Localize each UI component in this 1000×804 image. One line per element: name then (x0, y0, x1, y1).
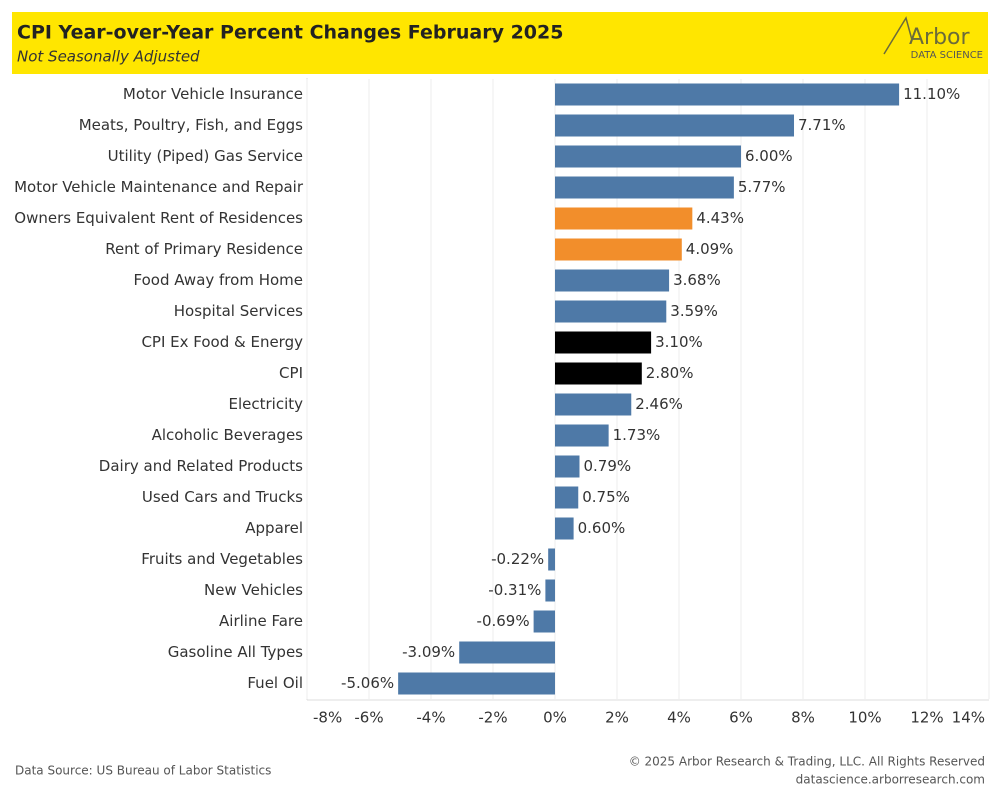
y-tick-label: Used Cars and Trucks (142, 488, 303, 506)
value-label: 6.00% (745, 147, 793, 165)
y-tick-label: Alcoholic Beverages (152, 426, 304, 444)
header-band (12, 12, 988, 74)
bar (459, 641, 555, 664)
bar (555, 424, 609, 447)
value-label: 0.60% (578, 519, 626, 537)
y-tick-label: Apparel (245, 519, 303, 537)
y-tick-label: Motor Vehicle Insurance (123, 85, 303, 103)
y-tick-label: New Vehicles (204, 581, 303, 599)
y-tick-label: Meats, Poultry, Fish, and Eggs (79, 116, 303, 134)
value-label: -0.31% (488, 581, 541, 599)
bar (555, 486, 579, 509)
y-tick-label: Hospital Services (174, 302, 303, 320)
x-tick-label: 4% (667, 709, 691, 727)
bar (555, 207, 693, 230)
value-label: 0.79% (583, 457, 631, 475)
value-label: -3.09% (402, 643, 455, 661)
value-label: -0.22% (491, 550, 544, 568)
value-label: -0.69% (477, 612, 530, 630)
bar (555, 393, 632, 416)
bar (548, 548, 555, 571)
y-tick-label: Motor Vehicle Maintenance and Repair (14, 178, 304, 196)
bar (555, 269, 670, 292)
value-label: 2.80% (646, 364, 694, 382)
value-label: 3.68% (673, 271, 721, 289)
y-tick-label: Utility (Piped) Gas Service (108, 147, 303, 165)
x-tick-label: -2% (478, 709, 507, 727)
y-tick-label: Rent of Primary Residence (105, 240, 303, 258)
bar (555, 331, 652, 354)
value-label: 4.09% (686, 240, 734, 258)
bar (533, 610, 555, 633)
y-tick-label: CPI (279, 364, 303, 382)
y-tick-label: CPI Ex Food & Energy (141, 333, 303, 351)
x-tick-label: -8% (313, 709, 342, 727)
site-url: datascience.arborresearch.com (796, 773, 985, 787)
y-tick-label: Dairy and Related Products (99, 457, 303, 475)
source-note: Data Source: US Bureau of Labor Statisti… (15, 764, 271, 778)
bar (555, 83, 900, 106)
bar (555, 517, 574, 540)
bar (555, 238, 682, 261)
y-tick-label: Food Away from Home (134, 271, 303, 289)
bar (555, 145, 741, 168)
logo-name: Arbor (909, 25, 971, 50)
x-tick-label: 8% (791, 709, 815, 727)
x-tick-label: -6% (354, 709, 383, 727)
bar (555, 300, 667, 323)
chart-title: CPI Year-over-Year Percent Changes Febru… (17, 22, 563, 44)
bar (555, 455, 580, 478)
value-label: -5.06% (341, 674, 394, 692)
logo-sub: DATA SCIENCE (911, 50, 983, 61)
bar (555, 176, 734, 199)
logo-mark (883, 16, 913, 55)
value-label: 11.10% (903, 85, 960, 103)
x-tick-label: 6% (729, 709, 753, 727)
y-tick-label: Owners Equivalent Rent of Residences (14, 209, 303, 227)
x-tick-label: 14% (952, 709, 985, 727)
x-tick-label: 12% (910, 709, 943, 727)
y-tick-label: Gasoline All Types (168, 643, 303, 661)
value-label: 4.43% (696, 209, 744, 227)
x-tick-label: 10% (848, 709, 881, 727)
y-tick-label: Fruits and Vegetables (141, 550, 303, 568)
value-label: 5.77% (738, 178, 786, 196)
value-label: 7.71% (798, 116, 846, 134)
value-label: 1.73% (613, 426, 661, 444)
bar (555, 114, 795, 137)
value-label: 3.59% (670, 302, 718, 320)
x-tick-label: 2% (605, 709, 629, 727)
value-label: 3.10% (655, 333, 703, 351)
bar (398, 672, 555, 695)
y-tick-label: Airline Fare (219, 612, 303, 630)
bar (545, 579, 555, 602)
x-tick-label: -4% (416, 709, 445, 727)
chart-subtitle: Not Seasonally Adjusted (17, 48, 200, 66)
copyright: © 2025 Arbor Research & Trading, LLC. Al… (629, 755, 985, 769)
x-tick-label: 0% (543, 709, 567, 727)
value-label: 2.46% (635, 395, 683, 413)
y-tick-label: Fuel Oil (247, 674, 303, 692)
bar (555, 362, 642, 385)
y-tick-label: Electricity (228, 395, 303, 413)
value-label: 0.75% (582, 488, 630, 506)
